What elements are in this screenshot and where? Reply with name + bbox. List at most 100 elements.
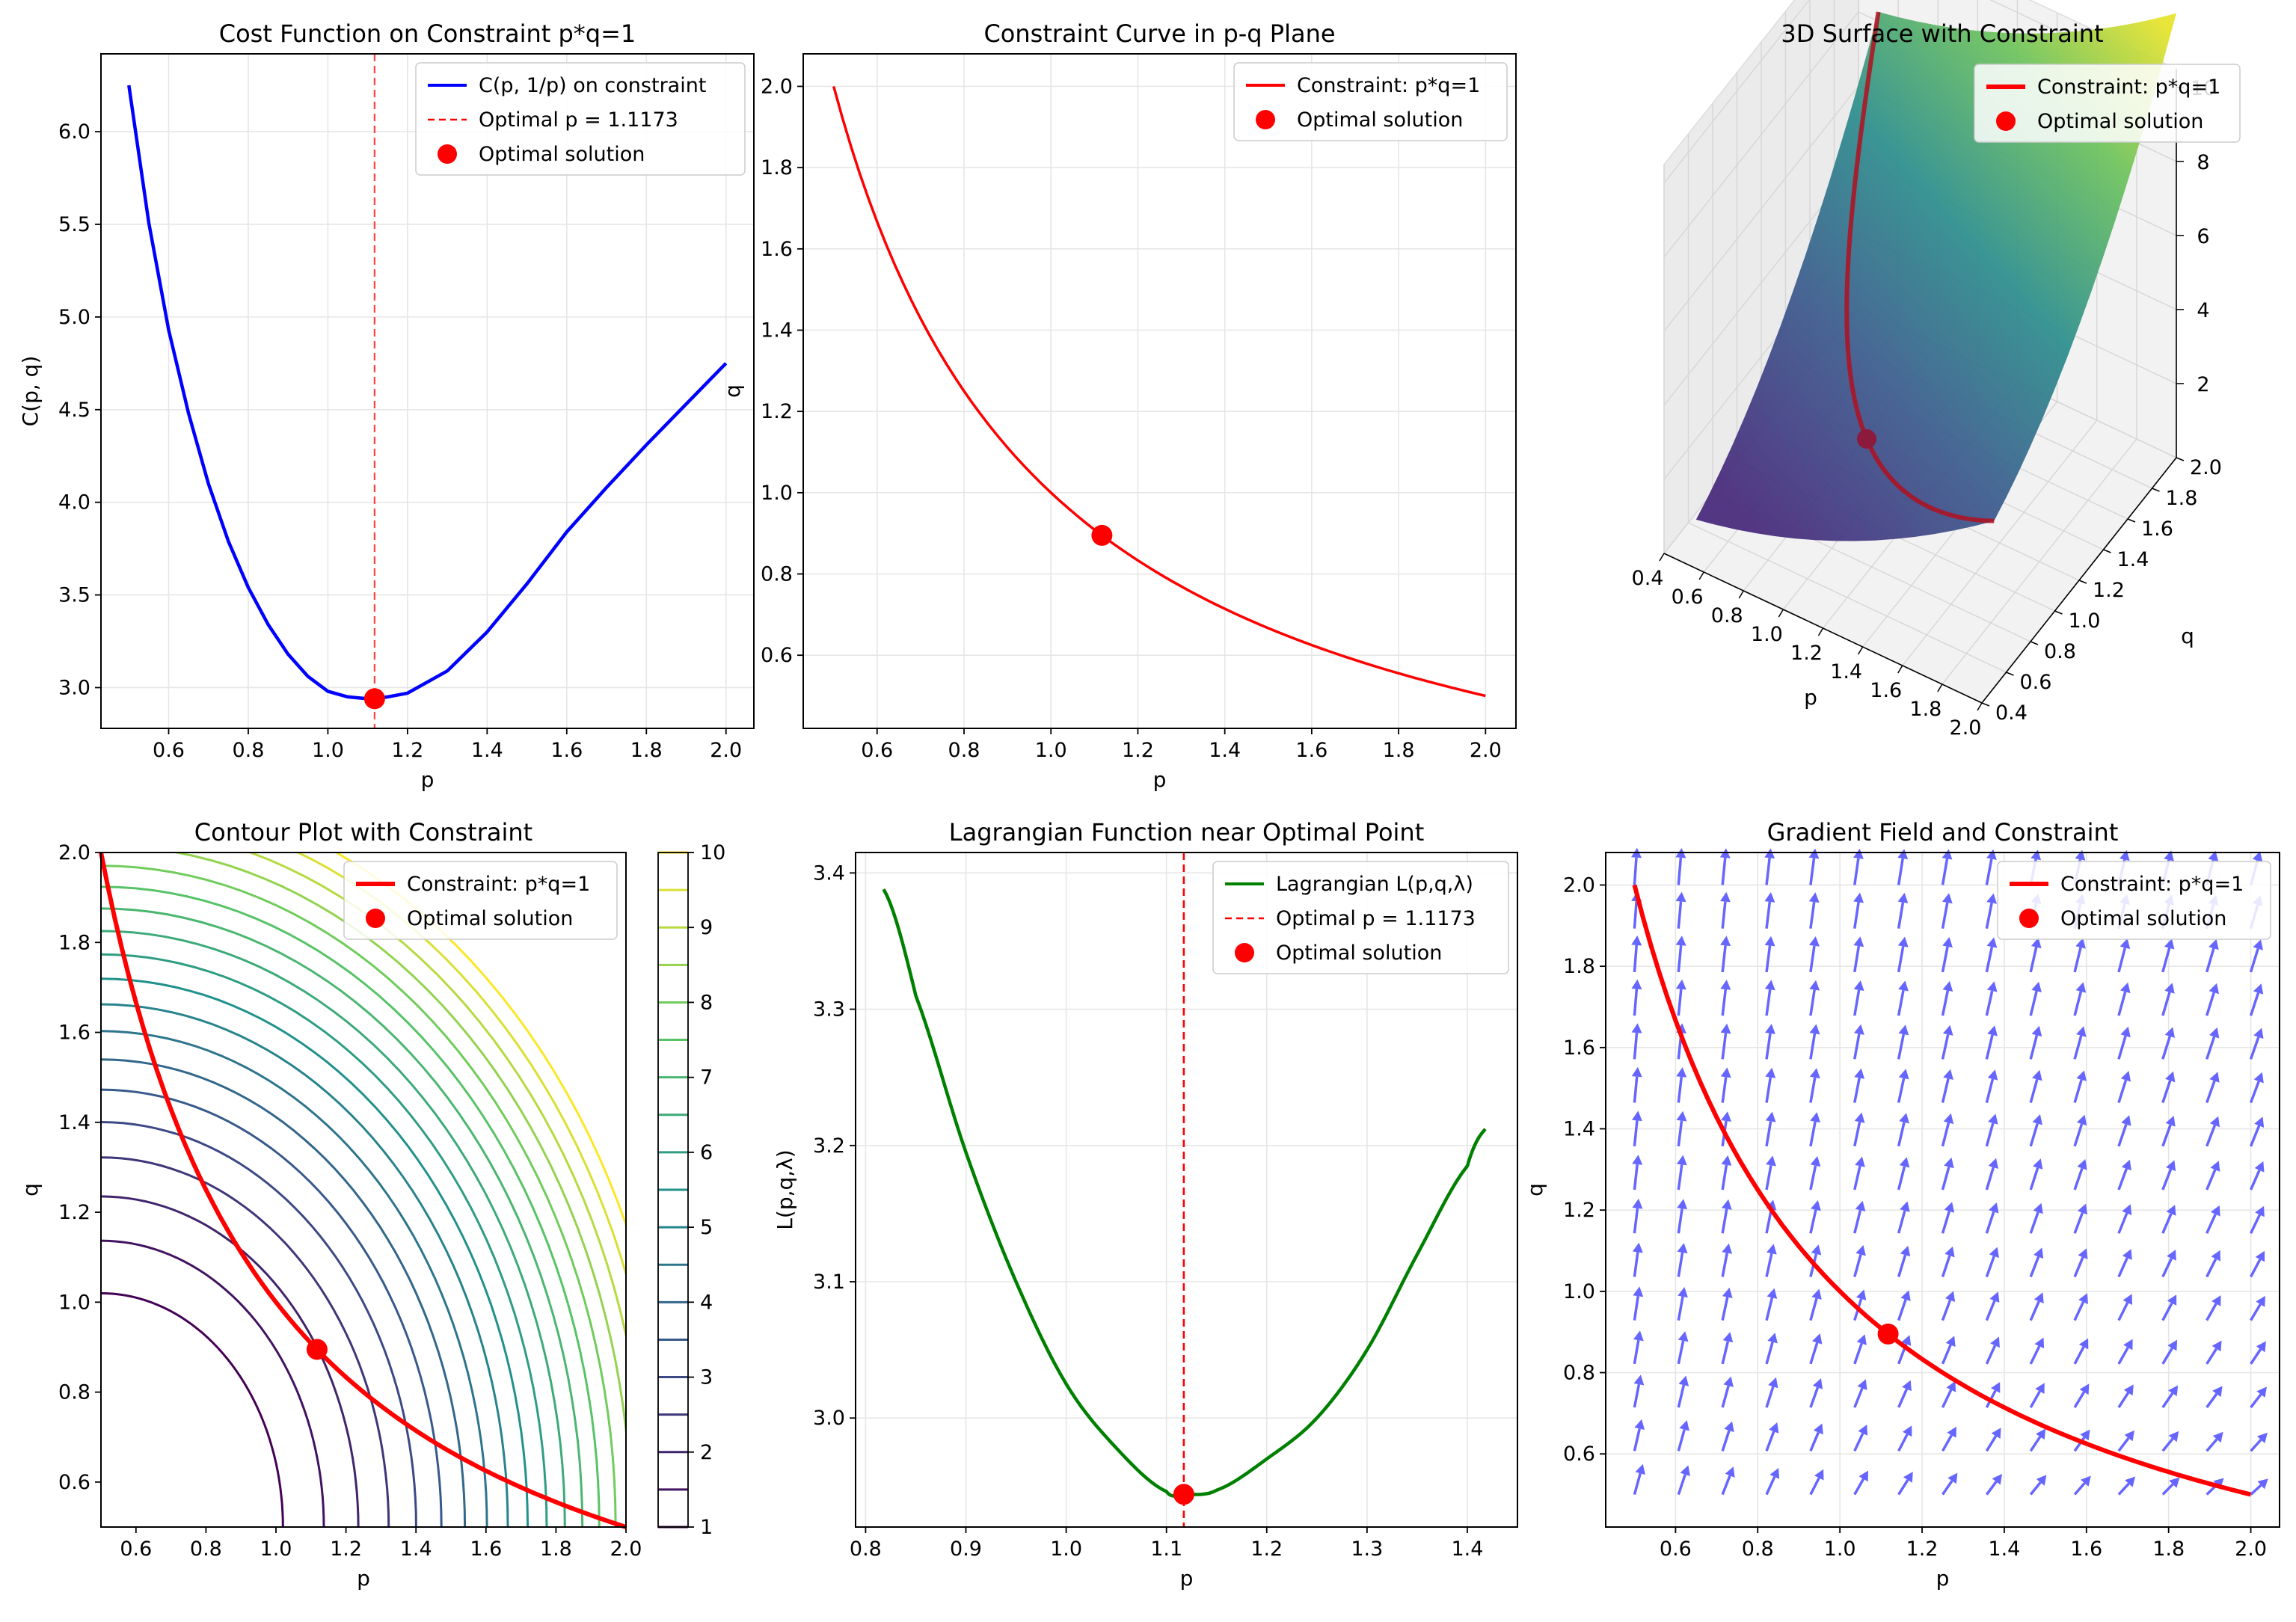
gradient-arrowhead [1678, 1331, 1689, 1342]
gradient-arrowhead [1675, 891, 1686, 903]
gradient-arrow [1985, 1481, 1998, 1496]
gradient-arrow [1633, 1295, 1639, 1321]
gradient-arrow [1721, 1430, 1731, 1451]
gradient-arrow [1765, 1297, 1774, 1321]
gradient-arrow [2117, 991, 2127, 1016]
gradient-arrowhead [1942, 849, 1953, 860]
gradient-arrowhead [2076, 1114, 2087, 1126]
gradient-arrow [1985, 1435, 1998, 1452]
gradient-arrowhead [1945, 1291, 1956, 1302]
gradient-arrowhead [2078, 1338, 2089, 1350]
x-axis-label: p [1153, 767, 1167, 792]
gradient-arrowhead [1809, 980, 1820, 991]
legend-label: Constraint: p*q=1 [2037, 76, 2220, 99]
gradient-arrow [1677, 1340, 1685, 1365]
gradient-arrow [1633, 1252, 1639, 1277]
p-tick-label: 0.6 [1672, 586, 1704, 609]
gradient-arrow [1633, 901, 1638, 929]
p-tick-label: 0.8 [1711, 604, 1743, 627]
gradient-arrowhead [1633, 1374, 1645, 1386]
gradient-arrowhead [1631, 936, 1642, 946]
q-tick-label: 0.8 [2044, 640, 2076, 663]
contour-level-line [101, 907, 584, 1527]
x-tick-label: 0.8 [232, 739, 264, 762]
gradient-arrow [2249, 1170, 2261, 1191]
legend-label: Optimal solution [479, 143, 645, 166]
gradient-arrow [2161, 1080, 2172, 1104]
cost-function-panel: 0.6 0.8 1.0 1.2 1.4 1.6 1.8 2.0 3.0 3.5 4.0 4.5 5.0 5… [18, 19, 755, 792]
gradient-arrowhead [1988, 1158, 1998, 1169]
gradient-arrowhead [1635, 1463, 1645, 1475]
optimal-solution-marker [1091, 524, 1113, 546]
y-tick-label: 2.0 [761, 75, 793, 98]
gradient-arrowhead [2255, 1250, 2265, 1262]
gradient-arrowhead [1769, 1468, 1780, 1479]
x-tick-label: 1.1 [1150, 1537, 1182, 1561]
gradient-arrow [1853, 945, 1861, 973]
gradient-arrowhead [2031, 1025, 2042, 1037]
gradient-arrow [1985, 990, 1994, 1016]
gradient-arrow [2029, 1300, 2040, 1321]
legend-label: Lagrangian L(p,q,λ) [1276, 873, 1473, 896]
gradient-arrow [1765, 901, 1772, 929]
gradient-arrow [2117, 1212, 2128, 1234]
gradient-arrowhead [1900, 1290, 1911, 1301]
legend-marker-icon [1235, 943, 1254, 962]
gradient-arrow [1677, 1252, 1684, 1277]
gradient-arrowhead [1631, 1023, 1642, 1033]
chart-title: Contour Plot with Constraint [194, 818, 532, 847]
gradient-arrow [1633, 989, 1639, 1016]
gradient-arrow [1853, 1033, 1861, 1060]
gradient-arrow [1765, 1431, 1775, 1451]
legend-box [1212, 861, 1509, 974]
gradient-arrow [2161, 1347, 2173, 1365]
p-tick-label: 1.4 [1830, 660, 1862, 683]
gradient-arrowhead [1901, 1335, 1912, 1346]
p-tick-label: 1.8 [1909, 698, 1942, 721]
legend-box [1997, 861, 2271, 940]
y-tick-label: 1.6 [58, 1022, 90, 1045]
y-tick-label: 1.4 [58, 1111, 90, 1134]
gradient-arrowhead [2209, 1027, 2220, 1039]
gradient-arrowhead [1986, 893, 1997, 904]
gradient-arrow [2161, 1258, 2173, 1278]
gradient-arrow [1897, 1122, 1906, 1147]
x-tick-label: 1.3 [1351, 1537, 1383, 1561]
gradient-arrowhead [2034, 1337, 2045, 1349]
gradient-arrow [1985, 1078, 1995, 1103]
gradient-arrow [1765, 1386, 1775, 1408]
constraint-curve-panel: 0.6 0.8 1.0 1.2 1.4 1.6 1.8 2.0 0.6 0.8 1.0 1.2 1.4 1… [720, 19, 1517, 792]
gradient-arrow [2029, 1256, 2040, 1278]
q-tick-label: 2.0 [2190, 456, 2222, 479]
gradient-arrow [1677, 1429, 1686, 1451]
gradient-arrow [2073, 1346, 2085, 1365]
q-tick-mark [2103, 549, 2111, 553]
gradient-arrow [1853, 1165, 1861, 1191]
y-tick-label: 6.0 [58, 120, 90, 144]
gradient-arrowhead [1899, 1157, 1910, 1168]
gradient-arrowhead [1721, 1155, 1732, 1166]
p-tick-mark [1659, 553, 1665, 562]
gradient-arrowhead [2255, 1205, 2265, 1217]
gradient-arrowhead [1944, 1202, 1955, 1213]
gradient-arrow [1853, 1209, 1862, 1234]
p-axis-label: p [1804, 685, 1817, 710]
legend-label: Optimal solution [1276, 941, 1442, 965]
gradient-arrow [1765, 989, 1772, 1016]
gradient-arrow [1765, 1077, 1772, 1103]
gradient-arrow [1853, 1254, 1862, 1277]
x-tick-label: 0.8 [1742, 1537, 1774, 1561]
y-tick-label: 3.3 [813, 998, 845, 1022]
quiver-arrows [1631, 847, 2268, 1496]
gradient-arrow [2029, 990, 2038, 1016]
gradient-arrow [2029, 1122, 2039, 1147]
gradient-arrowhead [1897, 849, 1909, 860]
gradient-arrow [1941, 858, 1949, 885]
gradient-arrowhead [1721, 1111, 1731, 1122]
gradient-arrow [2249, 1125, 2261, 1147]
colorbar-tick-label: 3 [700, 1366, 713, 1389]
gradient-arrow [1985, 1300, 1996, 1321]
gradient-arrow [1897, 1434, 1909, 1452]
z-tick-label: 2 [2197, 373, 2209, 396]
gradient-arrow [1985, 858, 1993, 885]
